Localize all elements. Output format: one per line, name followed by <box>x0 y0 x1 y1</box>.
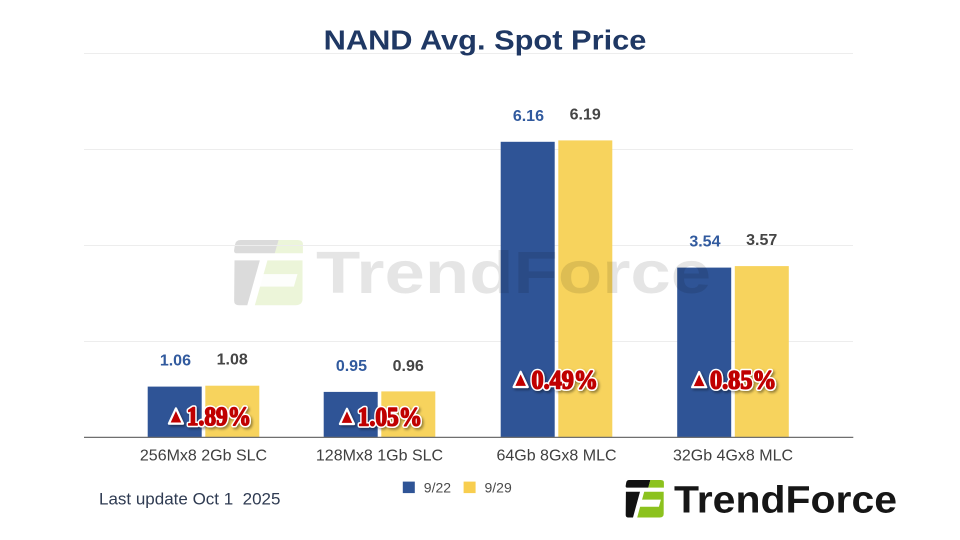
svg-text:Last update Oct 1 2025: Last update Oct 1 2025 <box>99 489 280 508</box>
svg-text:9/29: 9/29 <box>485 479 512 495</box>
svg-text:0.49%: 0.49% <box>532 367 598 395</box>
svg-text:TrendForce: TrendForce <box>316 240 711 306</box>
svg-text:128Mx8 1Gb SLC: 128Mx8 1Gb SLC <box>316 448 443 465</box>
svg-text:NAND Avg. Spot Price: NAND Avg. Spot Price <box>324 26 647 56</box>
svg-text:TrendForce: TrendForce <box>674 479 897 521</box>
svg-text:6.19: 6.19 <box>570 106 601 123</box>
svg-text:9/22: 9/22 <box>424 479 451 495</box>
svg-text:32Gb 4Gx8 MLC: 32Gb 4Gx8 MLC <box>673 448 793 465</box>
svg-text:3.54: 3.54 <box>689 234 720 251</box>
svg-text:0.95: 0.95 <box>336 358 367 375</box>
svg-text:256Mx8 2Gb SLC: 256Mx8 2Gb SLC <box>140 448 267 465</box>
svg-text:0.49%: 0.49% <box>532 367 598 395</box>
svg-text:0.96: 0.96 <box>393 358 424 375</box>
svg-text:1.89%: 1.89% <box>187 403 251 431</box>
svg-text:64Gb 8Gx8 MLC: 64Gb 8Gx8 MLC <box>496 448 616 465</box>
svg-text:1.08: 1.08 <box>217 352 248 369</box>
svg-text:0.85%: 0.85% <box>710 367 776 395</box>
svg-text:0.85%: 0.85% <box>710 367 776 395</box>
svg-text:1.89%: 1.89% <box>187 403 251 431</box>
svg-text:1.06: 1.06 <box>160 352 191 369</box>
svg-text:6.16: 6.16 <box>513 108 544 125</box>
svg-text:3.57: 3.57 <box>746 232 777 249</box>
svg-text:1.05%: 1.05% <box>358 403 422 431</box>
svg-text:1.05%: 1.05% <box>358 403 422 431</box>
